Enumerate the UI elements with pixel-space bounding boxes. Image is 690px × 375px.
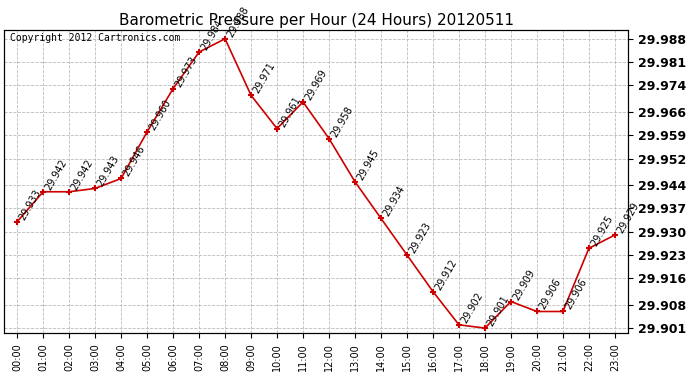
Text: 29.912: 29.912 [433,257,459,291]
Text: 29.942: 29.942 [43,158,69,192]
Text: 29.901: 29.901 [485,294,511,328]
Text: 29.909: 29.909 [511,267,536,302]
Text: 29.933: 29.933 [17,188,43,222]
Text: Copyright 2012 Cartronics.com: Copyright 2012 Cartronics.com [10,33,181,44]
Text: 29.984: 29.984 [199,18,225,52]
Text: 29.961: 29.961 [277,94,303,129]
Text: 29.902: 29.902 [459,291,484,325]
Text: 29.942: 29.942 [69,158,95,192]
Title: Barometric Pressure per Hour (24 Hours) 20120511: Barometric Pressure per Hour (24 Hours) … [119,13,513,28]
Text: 29.958: 29.958 [329,104,355,138]
Text: 29.945: 29.945 [355,147,381,182]
Text: 29.973: 29.973 [173,54,199,88]
Text: 29.969: 29.969 [303,68,328,102]
Text: 29.934: 29.934 [381,184,406,218]
Text: 29.925: 29.925 [589,214,615,248]
Text: 29.929: 29.929 [615,201,640,235]
Text: 29.906: 29.906 [563,277,589,312]
Text: 29.971: 29.971 [251,61,277,95]
Text: 29.906: 29.906 [537,277,562,312]
Text: 29.923: 29.923 [407,220,433,255]
Text: 29.960: 29.960 [147,98,172,132]
Text: 29.943: 29.943 [95,154,121,189]
Text: 29.946: 29.946 [121,144,147,178]
Text: 29.988: 29.988 [225,4,250,39]
